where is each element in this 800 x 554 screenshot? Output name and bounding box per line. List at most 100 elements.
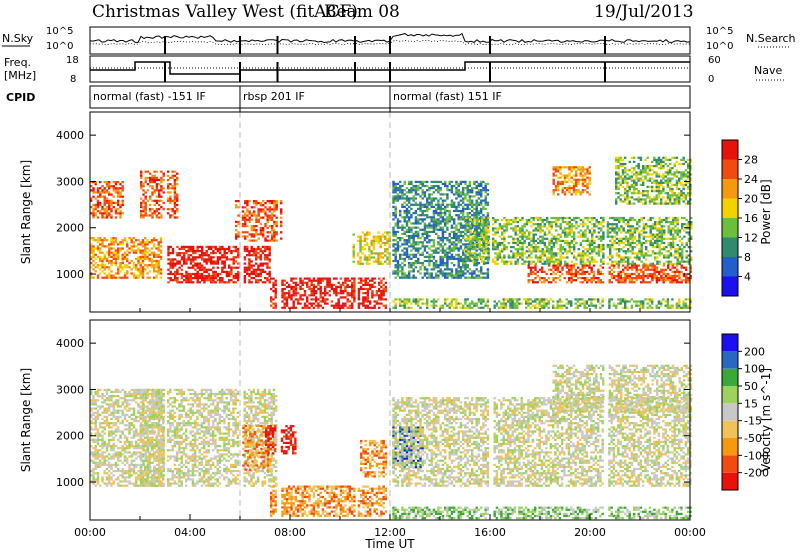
data-cell	[575, 191, 577, 193]
data-cell	[546, 256, 548, 258]
data-cell	[224, 271, 226, 273]
data-cell	[366, 261, 368, 263]
data-cell	[302, 280, 304, 282]
data-cell	[564, 181, 566, 183]
data-cell	[437, 247, 439, 249]
data-cell	[600, 240, 602, 242]
data-cell	[167, 175, 169, 177]
data-cell	[353, 278, 355, 280]
data-cell	[384, 244, 386, 246]
data-cell	[251, 281, 253, 283]
data-cell	[392, 245, 394, 247]
data-cell	[435, 250, 437, 252]
data-cell	[106, 183, 108, 185]
data-cell	[433, 239, 435, 241]
data-cell	[406, 195, 408, 197]
data-cell	[569, 221, 571, 223]
data-cell	[426, 233, 428, 235]
data-cell	[344, 286, 346, 288]
data-cell	[600, 250, 602, 252]
data-cell	[557, 261, 559, 263]
data-cell	[615, 184, 617, 186]
data-cell	[151, 200, 153, 202]
data-cell	[641, 234, 643, 236]
data-cell	[233, 281, 235, 283]
data-cell	[586, 281, 588, 283]
data-cell	[492, 242, 494, 244]
data-cell	[560, 248, 562, 250]
data-cell	[92, 252, 94, 254]
data-cell	[95, 262, 97, 264]
data-cell	[641, 254, 643, 256]
data-cell	[622, 269, 624, 271]
data-cell	[406, 208, 408, 210]
data-cell	[542, 240, 544, 242]
data-cell	[320, 296, 322, 298]
data-cell	[650, 231, 652, 233]
data-cell	[380, 236, 382, 238]
data-cell	[392, 250, 394, 252]
data-cell	[562, 256, 564, 258]
data-cell	[322, 280, 324, 282]
data-cell	[419, 262, 421, 264]
data-cell	[293, 300, 295, 302]
data-cell	[154, 210, 156, 212]
data-cell	[647, 275, 649, 277]
data-cell	[526, 261, 528, 263]
data-cell	[551, 252, 553, 254]
data-cell	[215, 252, 217, 254]
data-cell	[269, 254, 271, 256]
data-cell	[578, 252, 580, 254]
data-cell	[185, 246, 187, 248]
data-cell	[589, 256, 591, 258]
data-cell	[474, 248, 476, 250]
data-cell	[548, 231, 550, 233]
data-cell	[455, 181, 457, 183]
data-cell	[480, 195, 482, 197]
data-cell	[365, 298, 367, 300]
data-cell	[433, 231, 435, 233]
data-cell	[435, 252, 437, 254]
data-cell	[458, 214, 460, 216]
data-cell	[624, 281, 626, 283]
data-cell	[415, 202, 417, 204]
data-cell	[654, 234, 656, 236]
data-cell	[672, 238, 674, 240]
data-cell	[614, 217, 616, 219]
data-cell	[158, 196, 160, 198]
noise-right-tick-top: 10^5	[706, 26, 733, 37]
data-cell	[683, 275, 685, 277]
data-cell	[106, 189, 108, 191]
data-cell	[623, 246, 625, 248]
data-cell	[568, 189, 570, 191]
data-cell	[406, 247, 408, 249]
data-cell	[449, 233, 451, 235]
data-cell	[153, 270, 155, 272]
data-cell	[435, 229, 437, 231]
data-cell	[266, 273, 268, 275]
data-cell	[462, 235, 464, 237]
data-cell	[172, 265, 174, 267]
data-cell	[169, 198, 171, 200]
data-cell	[472, 221, 474, 223]
data-cell	[428, 189, 430, 191]
data-cell	[481, 234, 483, 236]
data-cell	[149, 260, 151, 262]
data-cell	[384, 238, 386, 240]
data-cell	[521, 252, 523, 254]
data-cell	[415, 256, 417, 258]
data-cell	[378, 303, 380, 305]
data-cell	[575, 259, 577, 261]
data-cell	[266, 263, 268, 265]
data-cell	[591, 267, 593, 269]
data-cell	[474, 261, 476, 263]
data-cell	[142, 277, 144, 279]
data-cell	[217, 267, 219, 269]
data-cell	[643, 231, 645, 233]
data-cell	[233, 275, 235, 277]
data-cell	[602, 246, 604, 248]
data-cell	[367, 300, 369, 302]
data-cell	[399, 266, 401, 268]
data-cell	[658, 273, 660, 275]
data-cell	[142, 245, 144, 247]
